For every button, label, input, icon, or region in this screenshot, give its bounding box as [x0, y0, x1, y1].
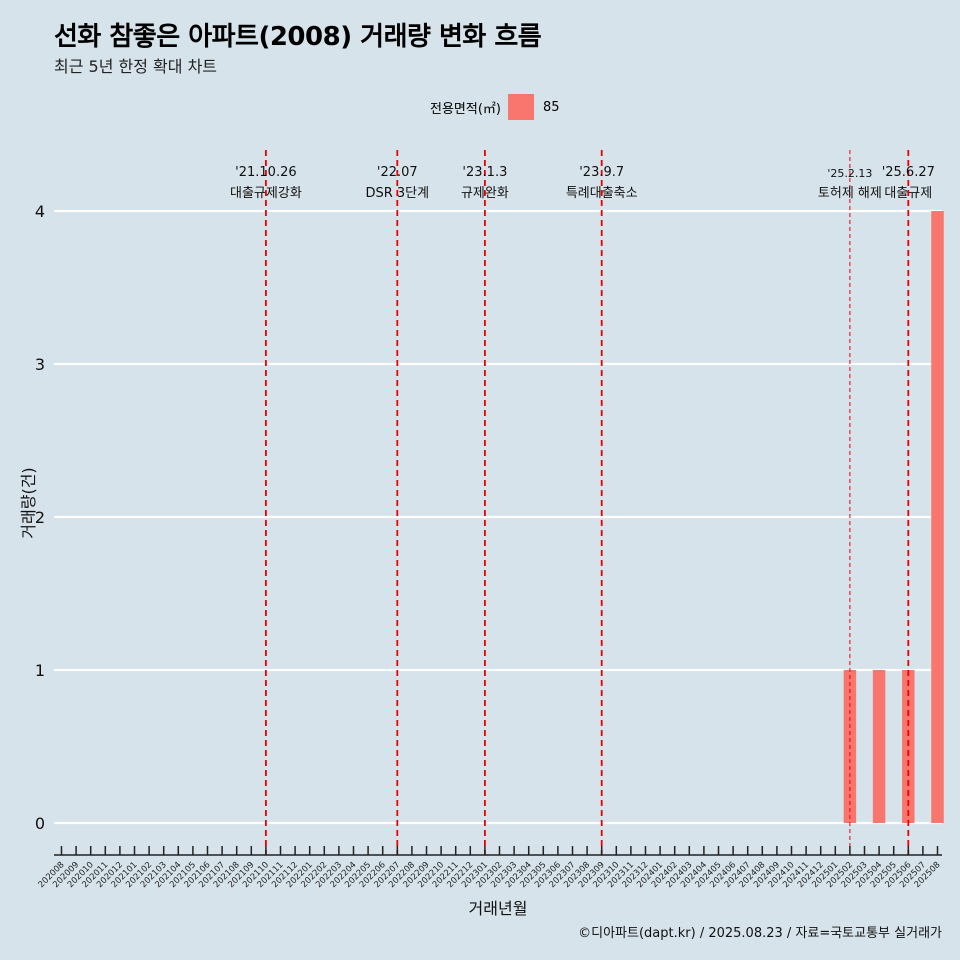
- bar: [902, 670, 915, 823]
- event-date-label: '22.07: [377, 165, 418, 180]
- legend: 전용면적(㎡) 85: [430, 94, 560, 120]
- chart-subtitle: 최근 5년 한정 확대 차트: [54, 57, 218, 76]
- event-date-label: '23.1.3: [462, 165, 507, 180]
- source-caption: ©디아파트(dapt.kr) / 2025.08.23 / 자료=국토교통부 실…: [578, 926, 942, 941]
- event-label: DSR 3단계: [365, 186, 429, 201]
- event-date-label: '21.10.26: [235, 165, 296, 180]
- event-label: 규제완화: [461, 186, 509, 201]
- y-tick-label: 2: [35, 508, 45, 527]
- y-tick-label: 3: [35, 355, 45, 374]
- bar: [931, 211, 944, 823]
- y-axis-title: 거래량(건): [19, 467, 38, 538]
- event-label: 토허제 해제: [818, 186, 882, 201]
- y-tick-label: 0: [35, 814, 45, 833]
- chart-title: 선화 참좋은 아파트(2008) 거래량 변화 흐름: [54, 22, 542, 52]
- event-date-label: '25.6.27: [882, 165, 935, 180]
- event-date-label: '23.9.7: [579, 165, 624, 180]
- event-date-label: '25.2.13: [827, 167, 872, 180]
- legend-item-label: 85: [542, 99, 560, 115]
- event-label: 대출규제: [884, 186, 932, 201]
- y-tick-label: 4: [35, 202, 45, 221]
- y-tick-label: 1: [35, 661, 45, 680]
- legend-swatch: [507, 94, 534, 120]
- event-label: 특례대출축소: [566, 186, 638, 201]
- event-label: 대출규제강화: [230, 186, 302, 201]
- legend-title: 전용면적(㎡): [430, 101, 501, 117]
- bar: [872, 670, 886, 823]
- x-axis-title: 거래년월: [469, 899, 528, 918]
